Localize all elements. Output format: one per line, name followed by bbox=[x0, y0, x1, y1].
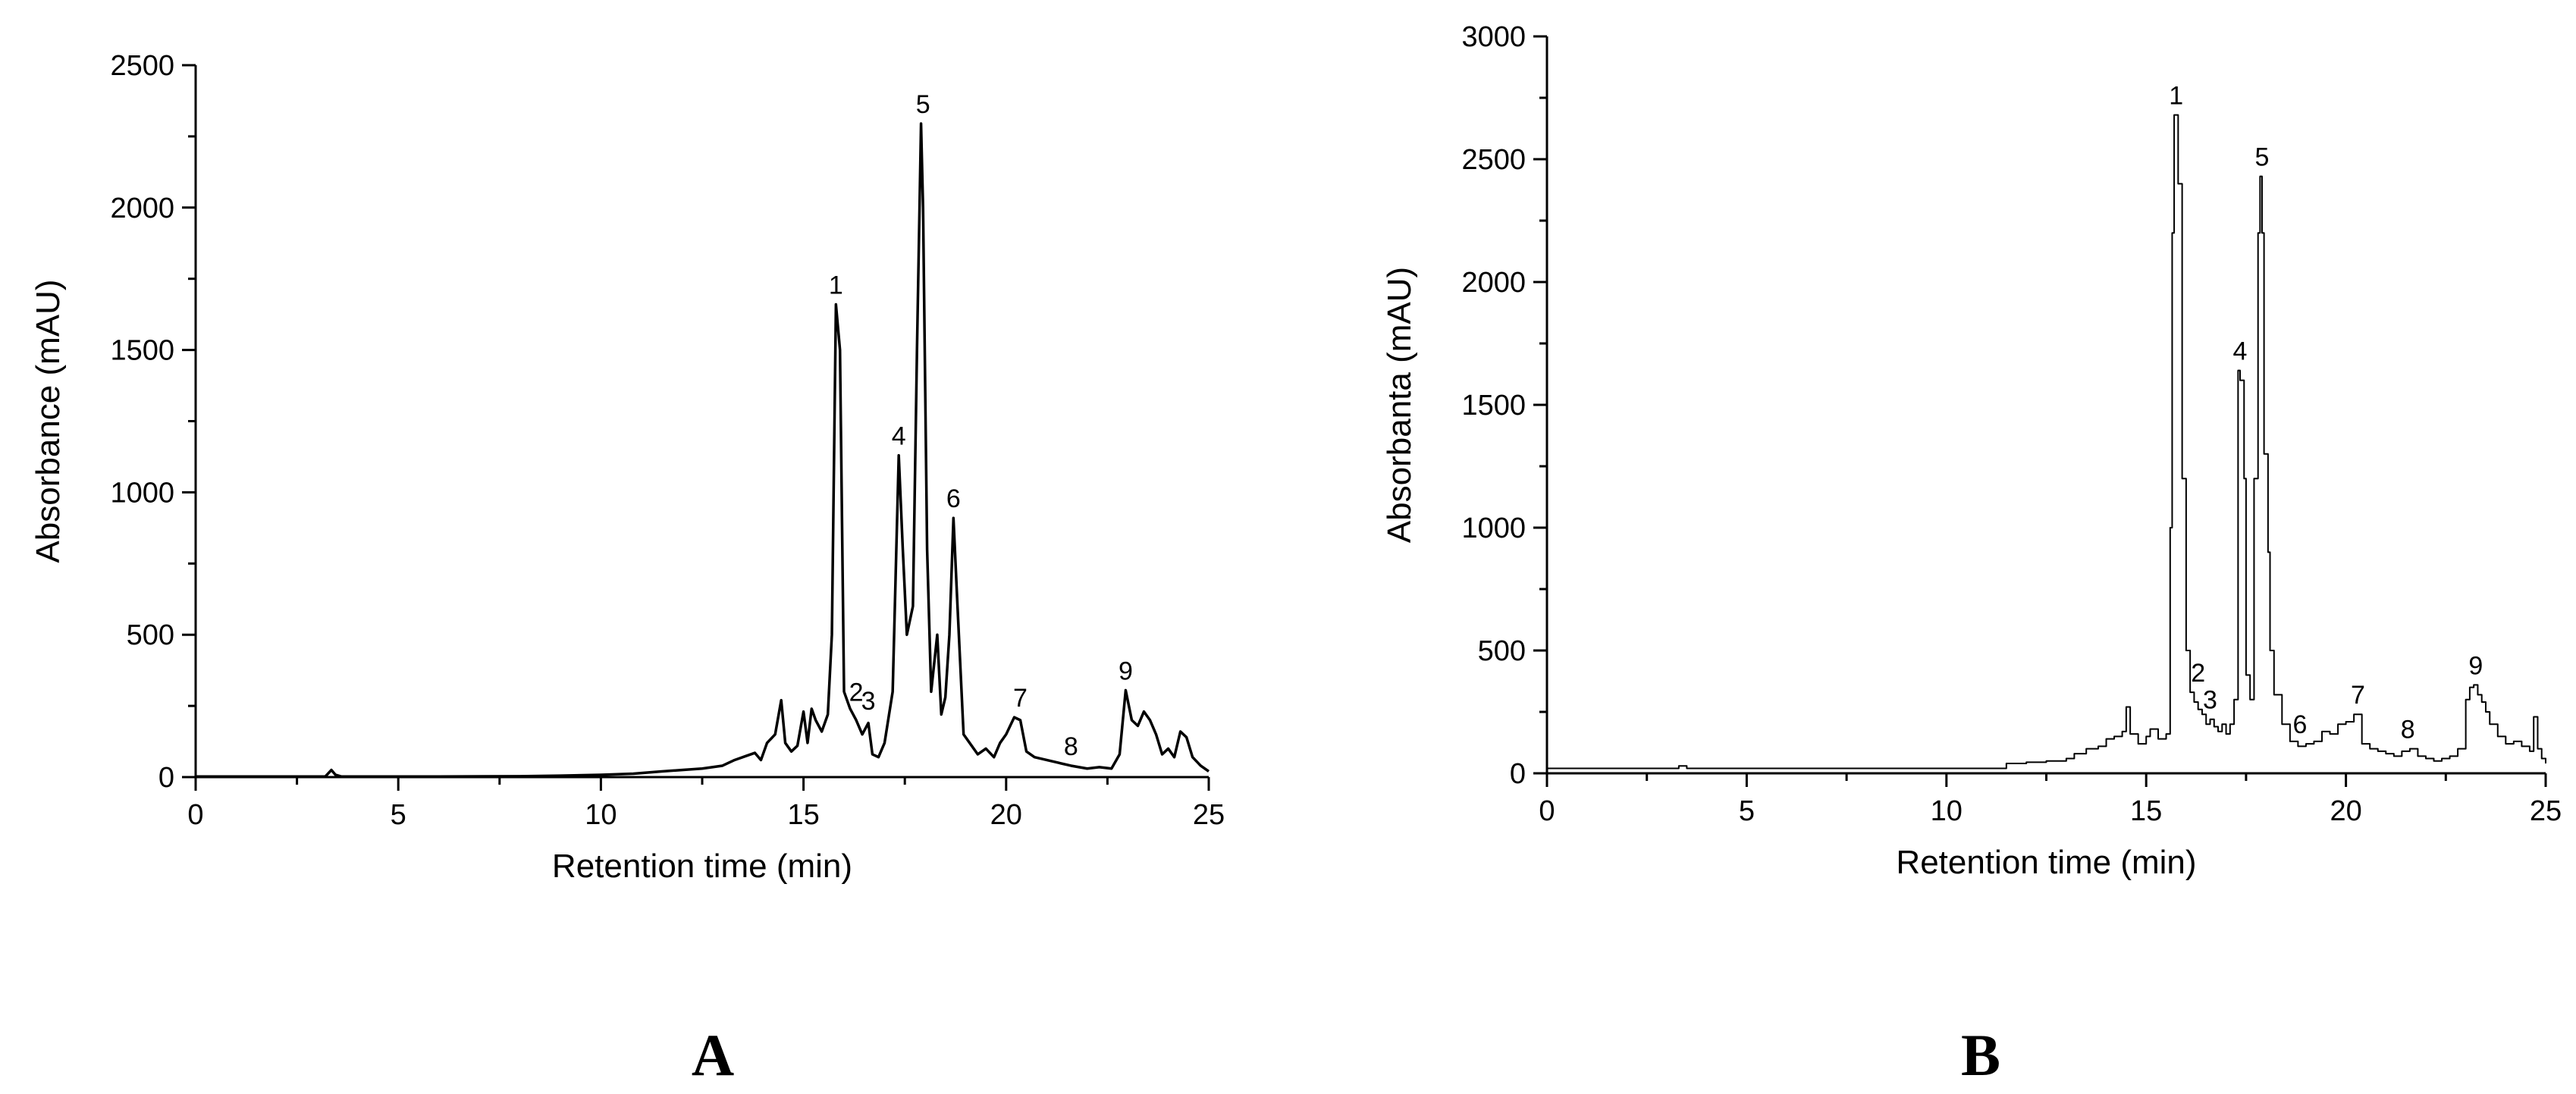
x-tick-label-b: 15 bbox=[2130, 795, 2162, 827]
y-tick-label-b: 500 bbox=[1478, 635, 1526, 667]
panel-label-a: A bbox=[692, 1022, 734, 1088]
x-tick-label-a: 10 bbox=[585, 799, 617, 831]
y-axis-title-a: Absorbance (mAU) bbox=[30, 279, 67, 563]
x-tick-label-b: 5 bbox=[1739, 795, 1755, 827]
peak-label-b: 1 bbox=[2169, 82, 2183, 111]
x-tick-label-a: 15 bbox=[787, 799, 819, 831]
x-axis-title-b: Retention time (min) bbox=[1896, 844, 2196, 881]
y-tick-label-a: 2500 bbox=[110, 50, 174, 82]
x-tick-label-a: 20 bbox=[990, 799, 1022, 831]
peak-label-b: 7 bbox=[2351, 681, 2365, 710]
peak-label-a: 3 bbox=[861, 687, 876, 716]
y-tick-label-a: 0 bbox=[158, 762, 174, 794]
peak-label-a: 9 bbox=[1119, 657, 1133, 685]
y-tick-label-a: 1500 bbox=[110, 335, 174, 367]
panel-label-b: B bbox=[1961, 1022, 2000, 1088]
chromatogram-trace-a bbox=[196, 122, 1210, 778]
x-tick-label-a: 0 bbox=[187, 799, 203, 831]
y-tick-label-a: 2000 bbox=[110, 193, 174, 224]
peak-label-b: 6 bbox=[2293, 710, 2308, 739]
peak-label-b: 9 bbox=[2468, 651, 2483, 680]
peak-label-b: 2 bbox=[2191, 659, 2205, 688]
y-tick-label-b: 0 bbox=[1510, 758, 1526, 790]
y-axis-title-b: Absorbanta (mAU) bbox=[1381, 267, 1418, 543]
y-tick-label-b: 1000 bbox=[1461, 513, 1526, 544]
peak-label-a: 7 bbox=[1013, 684, 1028, 713]
y-tick-label-a: 1000 bbox=[110, 477, 174, 509]
peak-label-a: 2 bbox=[849, 679, 864, 707]
y-tick-label-b: 3000 bbox=[1461, 21, 1526, 53]
peak-label-b: 4 bbox=[2233, 337, 2248, 366]
x-tick-label-a: 25 bbox=[1193, 799, 1225, 831]
chromatogram-trace-b bbox=[1547, 114, 2546, 770]
y-tick-label-b: 2000 bbox=[1461, 267, 1526, 299]
peak-label-a: 4 bbox=[892, 422, 906, 451]
peak-label-a: 5 bbox=[916, 90, 930, 119]
chart-panel-a: Retention time (min) Absorbance (mAU) A … bbox=[30, 50, 1225, 1088]
y-tick-label-b: 2500 bbox=[1461, 144, 1526, 176]
y-tick-label-a: 500 bbox=[127, 619, 174, 651]
y-tick-label-b: 1500 bbox=[1461, 390, 1526, 422]
peak-label-b: 5 bbox=[2255, 143, 2270, 172]
x-axis-title-a: Retention time (min) bbox=[552, 848, 852, 885]
peak-label-b: 3 bbox=[2203, 686, 2217, 715]
peak-label-a: 6 bbox=[946, 484, 961, 513]
x-tick-label-a: 5 bbox=[391, 799, 406, 831]
x-tick-label-b: 25 bbox=[2530, 795, 2562, 827]
chart-panel-b: Retention time (min) Absorbanta (mAU) B … bbox=[1381, 21, 2562, 1088]
peak-label-a: 1 bbox=[829, 271, 843, 300]
x-tick-label-b: 20 bbox=[2330, 795, 2361, 827]
peak-label-b: 8 bbox=[2401, 716, 2415, 744]
x-tick-label-b: 0 bbox=[1539, 795, 1555, 827]
x-tick-label-b: 10 bbox=[1931, 795, 1963, 827]
peak-label-a: 8 bbox=[1064, 732, 1078, 761]
